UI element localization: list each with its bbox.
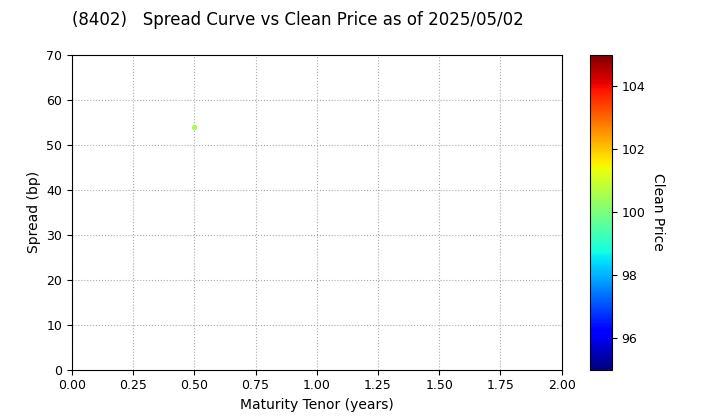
X-axis label: Maturity Tenor (years): Maturity Tenor (years) (240, 398, 394, 412)
Text: (8402)   Spread Curve vs Clean Price as of 2025/05/02: (8402) Spread Curve vs Clean Price as of… (72, 11, 523, 29)
Y-axis label: Clean Price: Clean Price (651, 173, 665, 251)
Y-axis label: Spread (bp): Spread (bp) (27, 171, 41, 253)
Point (189, 123, 200, 130)
